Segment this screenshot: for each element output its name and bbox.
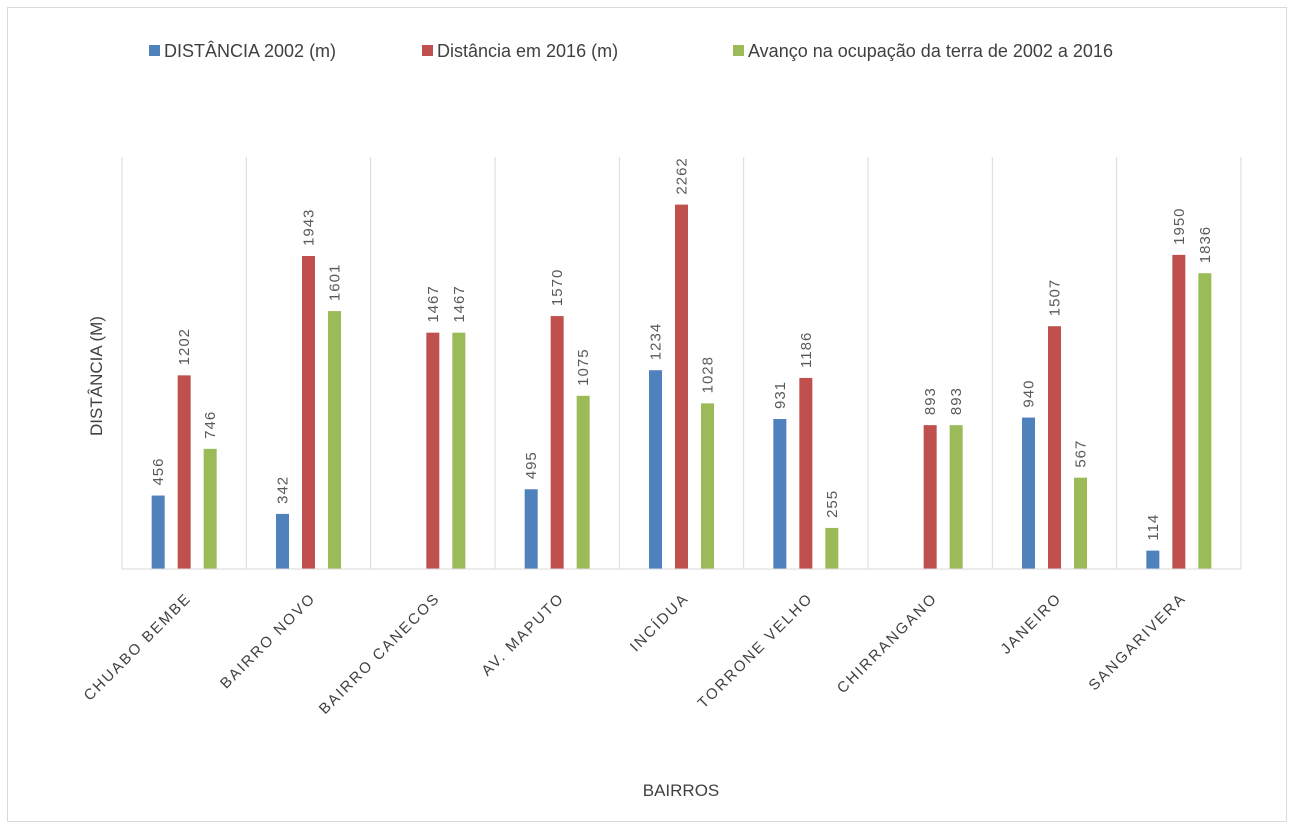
data-label-1-6: 931 [772, 381, 789, 409]
data-label-1-9: 114 [1145, 514, 1162, 541]
data-label-2-4: 1570 [549, 269, 566, 306]
bar-1-2 [276, 513, 289, 569]
bar-2-6 [799, 377, 813, 569]
data-label-2-5: 2262 [674, 157, 691, 194]
bar-3-2 [328, 311, 341, 569]
bar-2-1 [177, 375, 191, 569]
legend-swatch-3 [733, 45, 744, 56]
data-labels: 456 1202 746 342 1943 1601 1467 1467 495 1570 1075… [150, 157, 1214, 540]
bar-3-3 [452, 332, 466, 569]
x-tick-label-6: TORRONE VELHO [695, 590, 817, 712]
bar-3-6 [825, 527, 839, 569]
x-tick-label-4: AV. MAPUTO [478, 590, 568, 680]
bar-1-6 [773, 419, 787, 569]
data-label-3-2: 1601 [327, 264, 344, 301]
y-axis-title: DISTÂNCIA (M) [87, 316, 106, 436]
data-label-3-9: 1836 [1197, 226, 1214, 263]
bar-2-9 [1172, 254, 1186, 570]
chart-svg: DISTÂNCIA 2002 (m) Distância em 2016 (m) A… [81, 41, 1242, 800]
bar-3-5 [701, 403, 714, 569]
data-label-3-6: 255 [824, 490, 841, 518]
legend-swatch-1 [149, 45, 160, 56]
bar-1-1 [151, 495, 165, 569]
data-label-1-2: 342 [275, 476, 292, 504]
data-label-2-7: 893 [922, 387, 939, 415]
bars [151, 204, 1212, 570]
bar-2-7 [923, 425, 937, 569]
bar-1-5 [649, 370, 662, 569]
bar-3-1 [203, 448, 217, 569]
legend-label-3: Avanço na ocupação da terra de 2002 a 20… [748, 41, 1113, 61]
bar-2-8 [1048, 326, 1061, 569]
bar-3-7 [949, 425, 963, 569]
bar-2-5 [675, 204, 688, 569]
bar-1-8 [1022, 417, 1035, 569]
x-tick-label-1: CHUABO BEMBE [81, 590, 195, 704]
x-tick-label-8: JANEIRO [997, 590, 1065, 658]
x-tick-label-2: BAIRRO NOVO [217, 590, 319, 692]
data-label-3-7: 893 [948, 387, 965, 415]
legend-swatch-2 [422, 45, 433, 56]
category-gridlines [121, 157, 1242, 569]
data-label-3-1: 746 [202, 411, 219, 439]
data-label-3-8: 567 [1073, 440, 1090, 468]
data-label-1-1: 456 [150, 458, 167, 486]
x-tick-label-3: BAIRRO CANECOS [316, 590, 444, 718]
data-label-2-9: 1950 [1171, 207, 1188, 244]
bar-3-9 [1198, 273, 1212, 569]
bar-2-4 [550, 316, 564, 569]
data-label-3-5: 1028 [700, 356, 717, 393]
bar-1-4 [524, 489, 538, 569]
bar-2-3 [426, 332, 440, 569]
x-tick-label-9: SANGARIVERA [1085, 590, 1189, 694]
data-label-2-2: 1943 [301, 209, 318, 246]
data-label-1-4: 495 [523, 451, 540, 479]
data-label-2-1: 1202 [176, 328, 193, 365]
data-label-2-6: 1186 [798, 332, 815, 368]
legend-label-2: Distância em 2016 (m) [437, 41, 618, 61]
x-tick-label-7: CHIRRANGANO [834, 590, 941, 697]
data-label-1-5: 1234 [648, 323, 665, 360]
legend-label-1: DISTÂNCIA 2002 (m) [164, 41, 336, 61]
bar-3-4 [576, 395, 590, 569]
data-label-1-8: 940 [1021, 380, 1038, 408]
chart-frame: DISTÂNCIA 2002 (m) Distância em 2016 (m) A… [7, 7, 1287, 822]
data-label-3-3: 1467 [451, 285, 468, 322]
legend: DISTÂNCIA 2002 (m) Distância em 2016 (m) A… [149, 41, 1113, 61]
x-tick-label-5: INCÍDUA [627, 590, 693, 656]
data-label-3-4: 1075 [575, 348, 592, 385]
data-label-2-8: 1507 [1047, 279, 1064, 316]
x-axis-title: BAIRROS [643, 781, 720, 800]
data-label-2-3: 1467 [425, 285, 442, 322]
bar-3-8 [1074, 477, 1087, 569]
bar-2-2 [302, 255, 315, 569]
bar-1-9 [1146, 550, 1160, 569]
